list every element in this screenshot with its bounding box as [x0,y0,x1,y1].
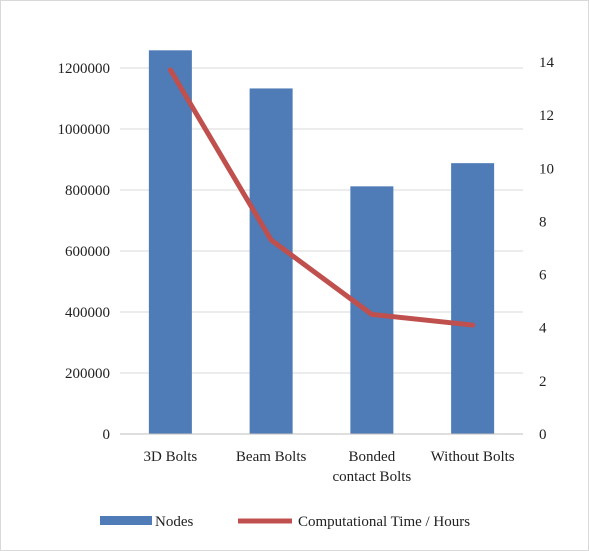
category-labels: 3D Bolts Beam Bolts Bonded contact Bolts Wit… [143,449,514,485]
right-tick-label: 10 [539,161,554,177]
time-line [167,67,476,328]
legend-swatch-nodes [100,516,152,525]
bar-3 [350,186,394,434]
legend: Nodes Computational Time / Hours [100,514,470,530]
category-label: contact Bolts [333,469,412,485]
category-label: Beam Bolts [236,449,307,465]
category-label: Bonded [349,449,396,465]
right-tick-label: 8 [539,214,547,230]
left-tick-label: 200000 [65,366,110,382]
line-series [167,67,476,328]
right-tick-label: 6 [539,268,547,284]
left-tick-label: 800000 [65,183,110,199]
left-tick-label: 1200000 [58,61,111,77]
bar-1 [148,50,192,435]
right-tick-label: 0 [539,427,547,443]
bar-2 [249,88,293,434]
legend-label-nodes: Nodes [155,514,193,530]
right-tick-label: 2 [539,374,547,390]
bar-series [148,50,495,435]
left-tick-label: 600000 [65,244,110,260]
right-tick-label: 14 [539,55,555,71]
category-label: Without Bolts [431,449,515,465]
left-tick-label: 0 [103,427,111,443]
legend-label-time: Computational Time / Hours [298,514,470,530]
category-label: 3D Bolts [143,449,197,465]
left-tick-label: 400000 [65,305,110,321]
left-tick-label: 1000000 [58,122,111,138]
right-tick-label: 12 [539,108,554,124]
right-tick-label: 4 [539,321,547,337]
bar-4 [451,163,495,434]
left-axis-ticks: 0 200000 400000 600000 800000 1000000 1200000 [58,61,111,443]
right-axis-ticks: 0 2 4 6 8 10 12 14 [539,55,555,443]
